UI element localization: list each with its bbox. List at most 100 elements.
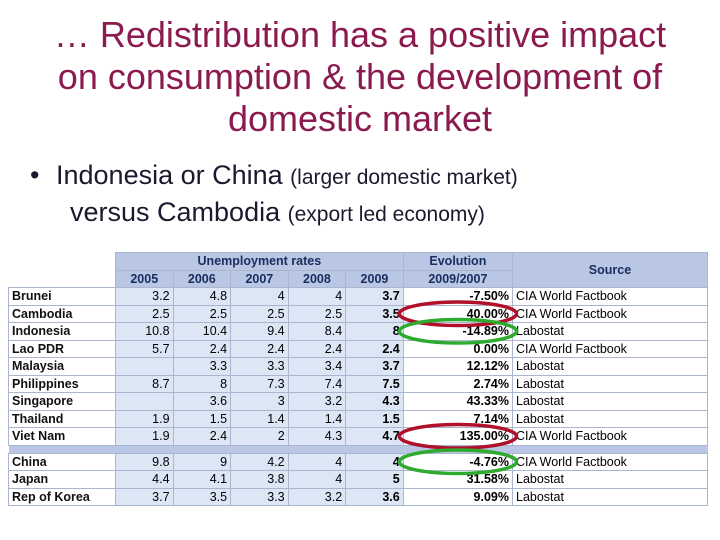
country-cell: Lao PDR	[8, 339, 116, 358]
year-header: 2008	[287, 269, 347, 288]
source-cell: Labostat	[512, 322, 708, 341]
value-cell: 3.3	[172, 357, 232, 376]
value-cell: 2.5	[287, 304, 347, 323]
value-cell: 2.5	[115, 304, 174, 323]
value-cell: 3.8	[230, 470, 289, 489]
value-cell: 3.7	[115, 487, 174, 506]
value-cell: 3.6	[345, 487, 404, 506]
value-cell: 8.7	[115, 374, 174, 393]
value-cell: 4	[345, 452, 404, 471]
source-cell: CIA World Factbook	[512, 287, 708, 306]
value-cell: 1.5	[172, 409, 232, 428]
table-row: Malaysia 3.3 3.3 3.4 3.7 12.12% Labostat	[8, 357, 708, 376]
table-row: Japan 4.4 4.1 3.8 4 5 31.58% Labostat	[8, 470, 708, 489]
evolution-cell: 135.00%	[402, 427, 514, 446]
country-cell: Viet Nam	[8, 427, 116, 446]
value-cell: 1.5	[345, 409, 404, 428]
country-cell: Thailand	[8, 409, 116, 428]
table-row: China 9.8 9 4.2 4 4 -4.76% CIA World Factbook	[8, 452, 708, 471]
value-cell: 4.3	[345, 392, 404, 411]
value-cell: 8	[172, 374, 232, 393]
value-cell: 2.4	[230, 339, 289, 358]
country-cell: Singapore	[8, 392, 116, 411]
country-cell: Cambodia	[8, 304, 116, 323]
value-cell: 8	[345, 322, 404, 341]
value-cell: 4	[287, 470, 347, 489]
value-cell: 3	[230, 392, 289, 411]
table-row: Viet Nam 1.9 2.4 2 4.3 4.7 135.00% CIA World Fa…	[8, 427, 708, 446]
source-cell: Labostat	[512, 409, 708, 428]
value-cell: 3.2	[287, 487, 347, 506]
bullet-line2-main: versus Cambodia	[70, 197, 281, 227]
country-cell: Philippines	[8, 374, 116, 393]
evolution-cell: -7.50%	[402, 287, 514, 306]
value-cell: 2.4	[287, 339, 347, 358]
evolution-cell: 43.33%	[402, 392, 514, 411]
table-group-gap	[8, 445, 708, 453]
year-header: 2006	[172, 269, 232, 288]
table-row: Lao PDR 5.7 2.4 2.4 2.4 2.4 0.00% CIA World Fac…	[8, 339, 708, 358]
source-cell: Labostat	[512, 487, 708, 506]
table-row: Philippines 8.7 8 7.3 7.4 7.5 2.74% Labostat	[8, 374, 708, 393]
country-cell: Malaysia	[8, 357, 116, 376]
table-row: Thailand 1.9 1.5 1.4 1.4 1.5 7.14% Labostat	[8, 409, 708, 428]
unemployment-table-wrapper: Unemployment rates Evolution Source 2005 200…	[8, 252, 708, 506]
value-cell: 3.2	[115, 287, 174, 306]
evolution-period: 2009/2007	[402, 269, 514, 288]
evolution-cell: 2.74%	[402, 374, 514, 393]
bullet-list: • Indonesia or China (larger domestic mar…	[30, 158, 710, 232]
value-cell: 3.4	[287, 357, 347, 376]
value-cell: 4.4	[115, 470, 174, 489]
evolution-cell: 12.12%	[402, 357, 514, 376]
evolution-cell: 40.00%	[402, 304, 514, 323]
evolution-cell: 31.58%	[402, 470, 514, 489]
country-cell: Brunei	[8, 287, 116, 306]
value-cell: 10.4	[172, 322, 232, 341]
value-cell: 1.9	[115, 409, 174, 428]
source-cell: Labostat	[512, 357, 708, 376]
table-row: Cambodia 2.5 2.5 2.5 2.5 3.5 40.00% CIA World F…	[8, 304, 708, 323]
value-cell: 2	[230, 427, 289, 446]
value-cell: 1.9	[115, 427, 174, 446]
value-cell: 8.4	[287, 322, 347, 341]
value-cell: 2.5	[172, 304, 232, 323]
table-header-row: Unemployment rates Evolution Source	[8, 252, 708, 288]
source-header: Source	[512, 252, 708, 288]
value-cell: 4	[287, 452, 347, 471]
year-header: 2005	[115, 269, 174, 288]
value-cell: 7.4	[287, 374, 347, 393]
value-cell: 4.2	[230, 452, 289, 471]
value-cell: 9	[172, 452, 232, 471]
source-cell: Labostat	[512, 470, 708, 489]
value-cell: 1.4	[287, 409, 347, 428]
gap-cell	[8, 445, 708, 453]
value-cell: 9.4	[230, 322, 289, 341]
value-cell: 2.4	[172, 339, 232, 358]
bullet-item: • Indonesia or China (larger domestic mar…	[30, 160, 518, 190]
unemployment-table: Unemployment rates Evolution Source 2005 200…	[8, 252, 708, 506]
year-header: 2009	[345, 269, 404, 288]
value-cell: 4.3	[287, 427, 347, 446]
value-cell: 4.1	[172, 470, 232, 489]
bullet-continuation: versus Cambodia (export led economy)	[30, 195, 710, 232]
evolution-cell: 7.14%	[402, 409, 514, 428]
value-cell: 2.4	[172, 427, 232, 446]
country-cell: Indonesia	[8, 322, 116, 341]
header-blank-cell	[8, 252, 116, 270]
source-cell: Labostat	[512, 392, 708, 411]
year-header: 2007	[230, 269, 289, 288]
table-row: Rep of Korea 3.7 3.5 3.3 3.2 3.6 9.09% Labostat	[8, 487, 708, 506]
value-cell	[115, 392, 174, 411]
unemployment-header: Unemployment rates	[115, 252, 404, 271]
value-cell: 2.5	[230, 304, 289, 323]
year-blank-cell	[8, 270, 116, 288]
source-cell: Labostat	[512, 374, 708, 393]
bullet-line1-note: (larger domestic market)	[290, 166, 518, 189]
bullet-line2-note: (export led economy)	[287, 203, 485, 226]
value-cell: 3.7	[345, 357, 404, 376]
evolution-header: Evolution	[402, 252, 514, 271]
value-cell: 5.7	[115, 339, 174, 358]
value-cell: 3.7	[345, 287, 404, 306]
value-cell: 3.3	[230, 487, 289, 506]
source-cell: CIA World Factbook	[512, 427, 708, 446]
